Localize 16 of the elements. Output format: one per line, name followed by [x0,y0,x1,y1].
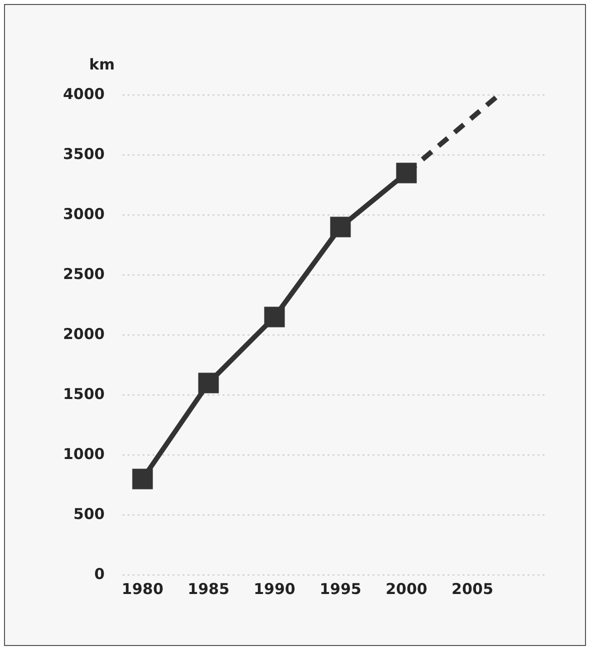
x-tick-label: 1985 [188,580,230,598]
x-tick-label: 2005 [452,580,494,598]
y-tick-label: 2500 [63,264,105,283]
x-tick-label: 1990 [254,580,296,598]
y-tick-label: 1500 [63,384,105,403]
y-tick-label: 3500 [63,144,105,163]
y-tick-label: 3000 [63,204,105,223]
y-tick-label: 500 [73,504,105,523]
y-tick-label: 4000 [63,84,105,103]
y-axis-title: km [89,55,115,74]
y-tick-label: 2000 [63,324,105,343]
y-tick-label: 1000 [63,444,105,463]
x-tick-label: 1980 [122,580,164,598]
x-tick-label: 1995 [320,580,362,598]
y-tick-label: 0 [94,564,105,583]
x-tick-label: 2000 [386,580,428,598]
